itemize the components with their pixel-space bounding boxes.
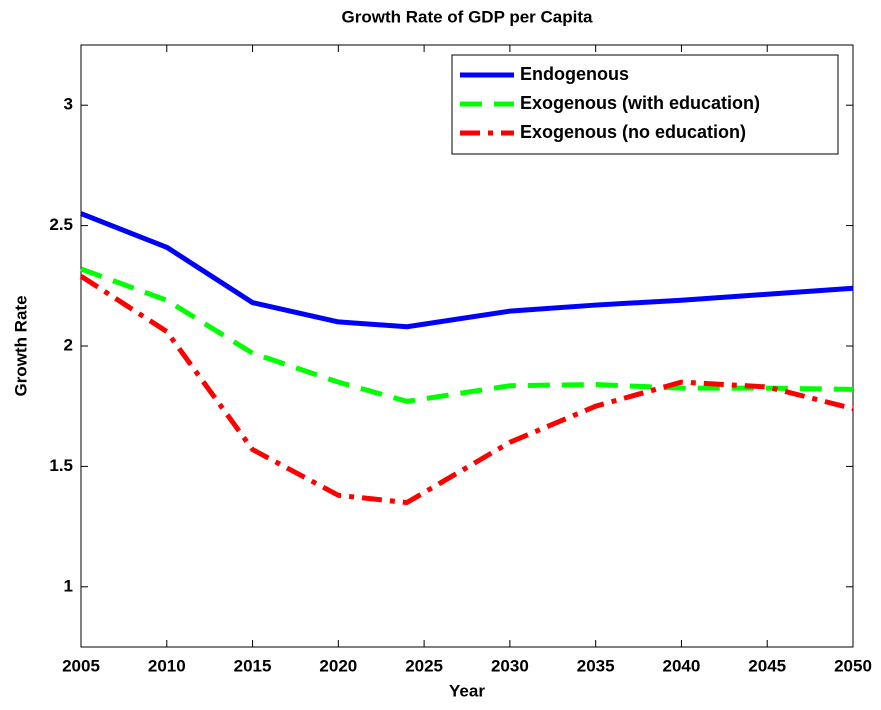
legend-label: Exogenous (no education) [520,122,746,142]
x-tick-label: 2030 [491,656,529,675]
x-tick-label: 2050 [834,656,872,675]
chart-title: Growth Rate of GDP per Capita [342,7,593,26]
legend-label: Endogenous [520,64,629,84]
x-tick-label: 2025 [405,656,443,675]
y-tick-label: 3 [64,95,73,114]
y-axis-label: Growth Rate [11,295,30,396]
x-tick-label: 2005 [62,656,100,675]
y-tick-label: 2 [64,335,73,354]
y-tick-label: 2.5 [49,215,73,234]
line-series [80,266,854,404]
line-series [80,211,854,330]
line-series [79,274,854,506]
x-tick-label: 2015 [234,656,272,675]
x-axis-label: Year [449,681,485,700]
y-tick-label: 1.5 [49,456,73,475]
x-tick-label: 2020 [319,656,357,675]
x-tick-label: 2035 [577,656,615,675]
x-tick-label: 2010 [148,656,186,675]
legend-label: Exogenous (with education) [520,93,760,113]
x-tick-label: 2040 [663,656,701,675]
y-tick-label: 1 [64,576,73,595]
legend-box [451,54,839,155]
x-tick-label: 2045 [748,656,786,675]
